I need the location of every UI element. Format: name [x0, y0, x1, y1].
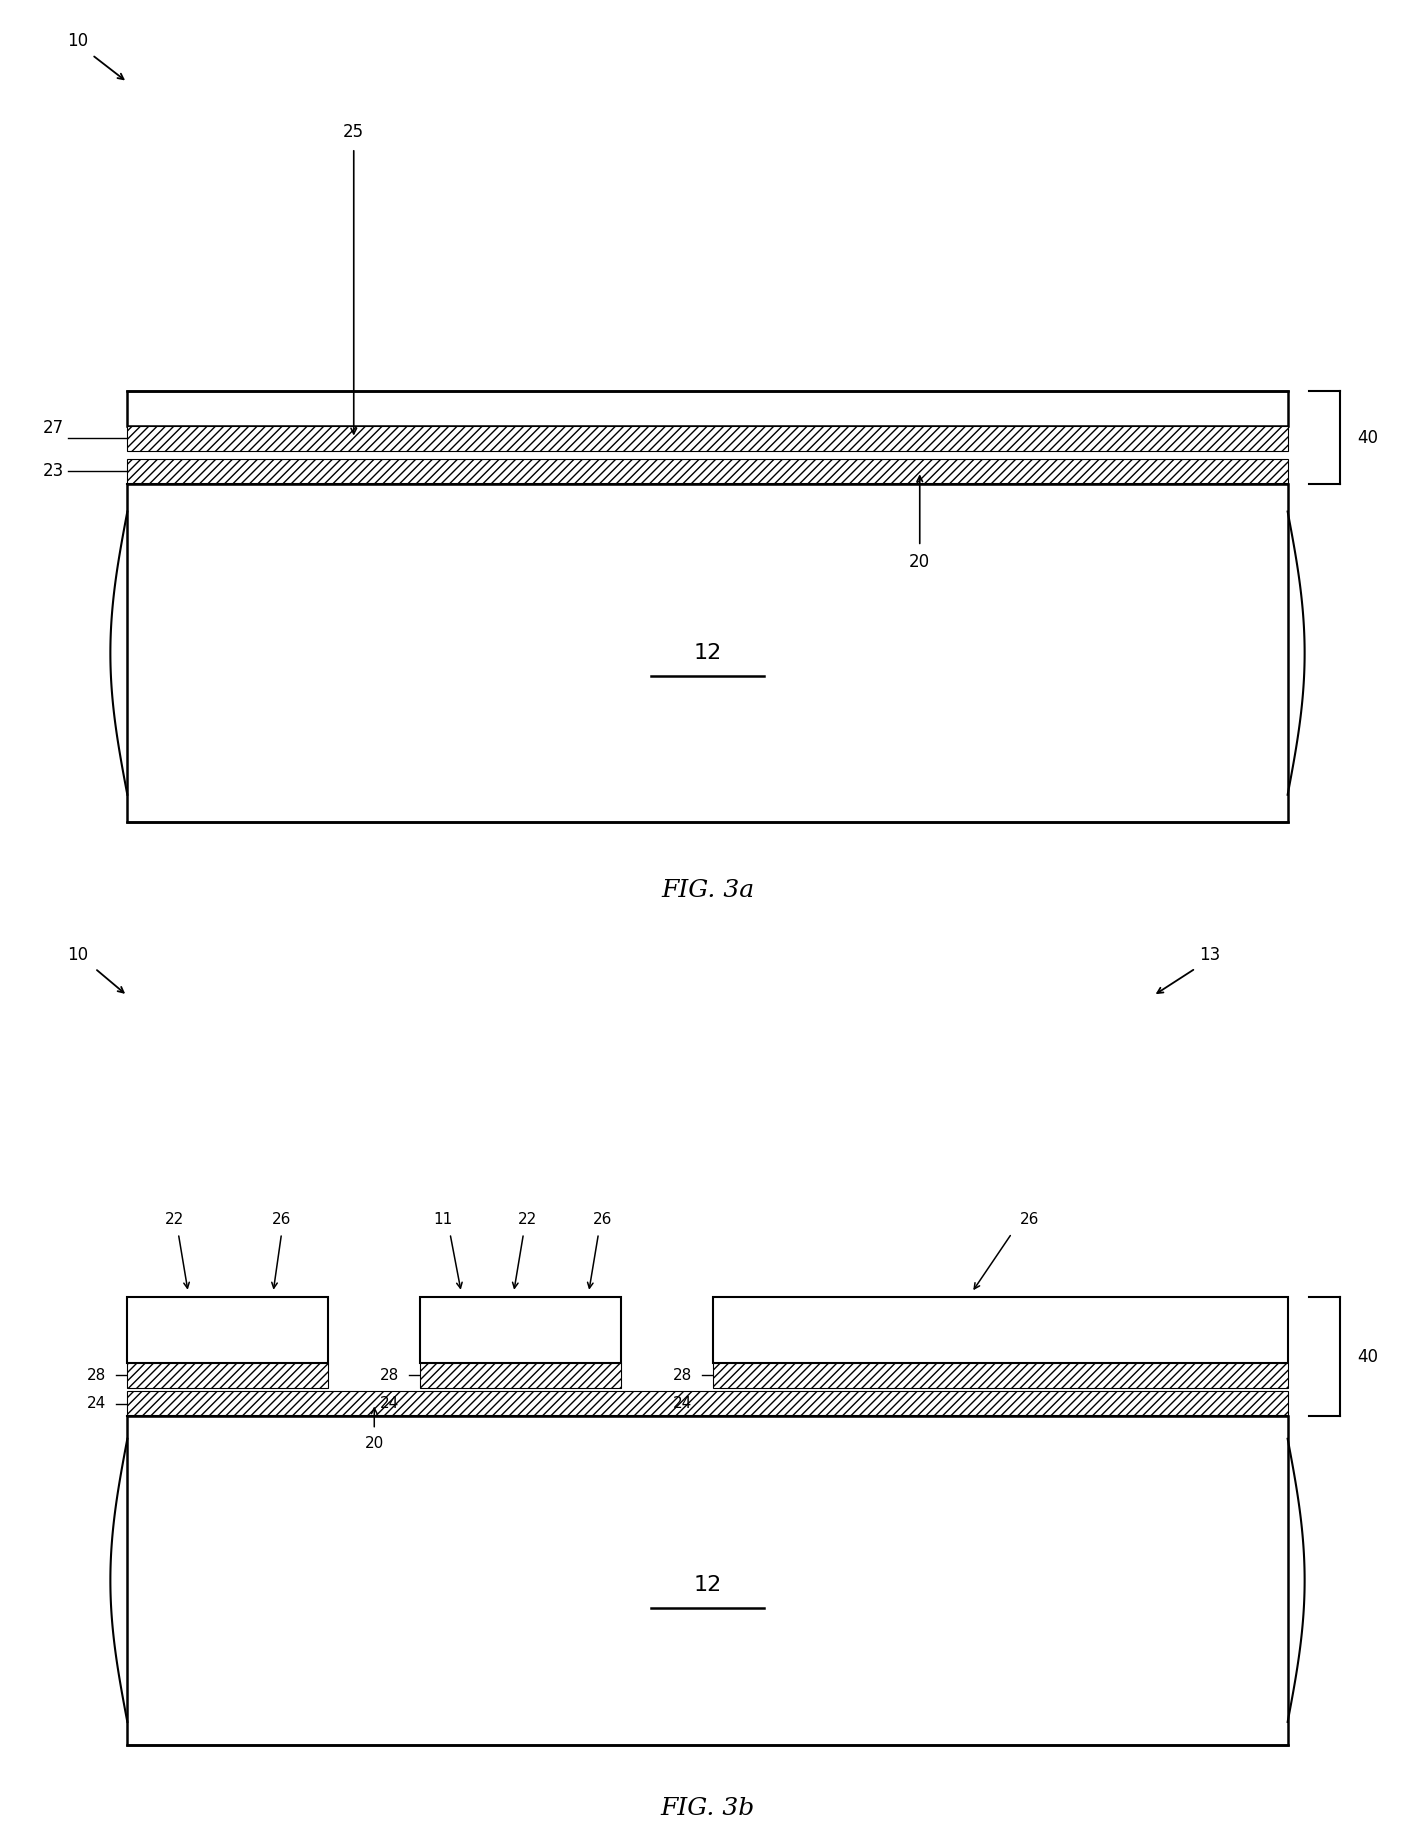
Text: 24: 24	[86, 1396, 106, 1410]
Text: 27: 27	[42, 418, 64, 437]
Text: 26: 26	[593, 1211, 613, 1228]
Bar	[420, 1363, 621, 1389]
Text: 10: 10	[68, 946, 88, 963]
Text: 22: 22	[518, 1211, 538, 1228]
Bar	[420, 1297, 621, 1363]
Text: 26: 26	[272, 1211, 291, 1228]
Text: 12: 12	[693, 643, 722, 663]
Bar	[713, 1297, 1288, 1363]
Text: 13: 13	[1199, 946, 1221, 963]
Bar	[127, 1297, 328, 1363]
Bar	[127, 1363, 328, 1389]
Bar	[127, 1392, 1288, 1416]
Bar	[127, 1416, 1288, 1745]
Text: 23: 23	[42, 462, 64, 481]
Text: 28: 28	[672, 1368, 692, 1383]
Text: 26: 26	[1019, 1211, 1039, 1228]
Text: 20: 20	[910, 554, 930, 570]
Bar	[127, 484, 1288, 822]
Bar	[127, 391, 1288, 426]
Text: 11: 11	[433, 1211, 453, 1228]
Text: 24: 24	[672, 1396, 692, 1410]
Text: 12: 12	[693, 1575, 722, 1595]
Text: 40: 40	[1357, 1348, 1378, 1365]
Bar	[713, 1363, 1288, 1389]
Text: 20: 20	[365, 1436, 383, 1451]
Text: FIG. 3a: FIG. 3a	[661, 879, 754, 903]
Text: 25: 25	[344, 124, 364, 141]
Bar	[127, 459, 1288, 484]
Text: 40: 40	[1357, 429, 1378, 446]
Text: 28: 28	[379, 1368, 399, 1383]
Text: 10: 10	[68, 33, 88, 49]
Text: 24: 24	[379, 1396, 399, 1410]
Bar	[127, 426, 1288, 451]
Text: FIG. 3b: FIG. 3b	[661, 1798, 754, 1820]
Text: 22: 22	[164, 1211, 184, 1228]
Text: 28: 28	[86, 1368, 106, 1383]
